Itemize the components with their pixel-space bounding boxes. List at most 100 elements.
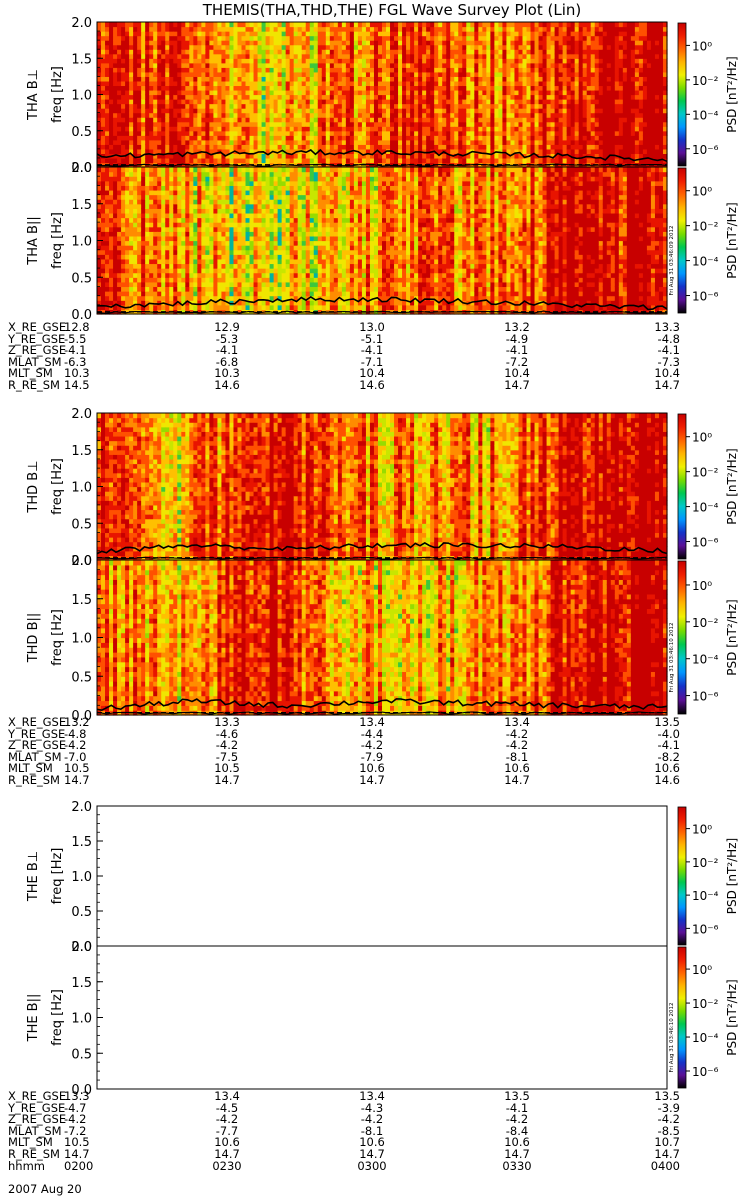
spectrogram-cell (157, 95, 162, 100)
spectrogram-cell (522, 36, 527, 41)
spectrogram-cell (302, 85, 307, 90)
spectrogram-cell (109, 81, 114, 86)
spectrogram-cell (294, 31, 299, 36)
spectrogram-cell (567, 149, 572, 154)
spectrogram-cell (105, 176, 110, 181)
spectrogram-cell (426, 104, 431, 109)
spectrogram-cell (217, 76, 222, 81)
spectrogram-cell (173, 126, 178, 131)
spectrogram-cell (197, 126, 202, 131)
spectrogram-cell (129, 208, 134, 213)
spectrogram-cell (101, 268, 106, 273)
spectrogram-cell (607, 27, 612, 32)
spectrogram-cell (129, 49, 134, 54)
spectrogram-cell (579, 104, 584, 109)
spectrogram-cell (318, 117, 323, 122)
spectrogram-cell (137, 218, 142, 223)
spectrogram-cell (237, 113, 242, 118)
spectrogram-cell (386, 140, 391, 145)
spectrogram-cell (414, 126, 419, 131)
spectrogram-cell (149, 135, 154, 140)
spectrogram-cell (153, 144, 158, 149)
spectrogram-cell (193, 126, 198, 131)
spectrogram-cell (205, 144, 210, 149)
spectrogram-cell (518, 140, 523, 145)
spectrogram-cell (611, 36, 616, 41)
spectrogram-cell (551, 149, 556, 154)
spectrogram-cell (390, 49, 395, 54)
spectrogram-cell (298, 153, 303, 158)
spectrogram-cell (555, 85, 560, 90)
spectrogram-cell (342, 108, 347, 113)
spectrogram-cell (442, 22, 447, 27)
spectrogram-cell (97, 204, 102, 209)
spectrogram-cell (382, 135, 387, 140)
spectrogram-cell (121, 277, 126, 282)
spectrogram-cell (266, 108, 271, 113)
spectrogram-cell (527, 36, 532, 41)
spectrogram-cell (430, 113, 435, 118)
spectrogram-cell (314, 22, 319, 27)
spectrogram-cell (310, 49, 315, 54)
spectrogram-cell (298, 126, 303, 131)
spectrogram-cell (611, 144, 616, 149)
spectrogram-cell (117, 149, 122, 154)
spectrogram-cell (595, 49, 600, 54)
spectrogram-cell (145, 296, 150, 301)
spectrogram-cell (298, 27, 303, 32)
spectrogram-cell (117, 144, 122, 149)
spectrogram-cell (121, 231, 126, 236)
spectrogram-cell (414, 36, 419, 41)
spectrogram-cell (567, 126, 572, 131)
spectrogram-cell (354, 49, 359, 54)
spectrogram-cell (434, 108, 439, 113)
spectrogram-cell (374, 126, 379, 131)
spectrogram-cell (462, 117, 467, 122)
spectrogram-cell (137, 90, 142, 95)
spectrogram-cell (410, 54, 415, 59)
spectrogram-cell (197, 45, 202, 50)
spectrogram-cell (659, 153, 664, 158)
spectrogram-cell (225, 36, 230, 41)
spectrogram-cell (454, 36, 459, 41)
spectrogram-cell (430, 135, 435, 140)
spectrogram-cell (402, 76, 407, 81)
spectrogram-cell (394, 140, 399, 145)
spectrogram-cell (306, 158, 311, 163)
spectrogram-cell (370, 135, 375, 140)
spectrogram-cell (318, 81, 323, 86)
spectrogram-cell (474, 95, 479, 100)
spectrogram-cell (591, 27, 596, 32)
spectrogram-cell (274, 54, 279, 59)
spectrogram-cell (474, 104, 479, 109)
spectrogram-cell (595, 117, 600, 122)
spectrogram-cell (631, 153, 636, 158)
spectrogram-cell (486, 81, 491, 86)
spectrogram-cell (482, 63, 487, 68)
spectrogram-cell (229, 81, 234, 86)
spectrogram-cell (133, 250, 138, 255)
spectrogram-cell (567, 135, 572, 140)
spectrogram-cell (539, 72, 544, 77)
spectrogram-cell (607, 85, 612, 90)
spectrogram-cell (326, 22, 331, 27)
spectrogram-cell (402, 95, 407, 100)
spectrogram-cell (635, 67, 640, 72)
spectrogram-cell (422, 104, 427, 109)
spectrogram-cell (117, 254, 122, 259)
spectrogram-cell (330, 72, 335, 77)
spectrogram-cell (583, 108, 588, 113)
spectrogram-cell (623, 117, 628, 122)
spectrogram-cell (627, 76, 632, 81)
spectrogram-cell (486, 72, 491, 77)
spectrogram-cell (314, 45, 319, 50)
spectrogram-cell (101, 300, 106, 305)
spectrogram-cell (338, 113, 343, 118)
spectrogram-cell (105, 22, 110, 27)
spectrogram-cell (262, 58, 267, 63)
spectrogram-cell (302, 108, 307, 113)
spectrogram-cell (165, 122, 170, 127)
spectrogram-cell (446, 117, 451, 122)
spectrogram-cell (141, 195, 146, 200)
spectrogram-cell (599, 122, 604, 127)
